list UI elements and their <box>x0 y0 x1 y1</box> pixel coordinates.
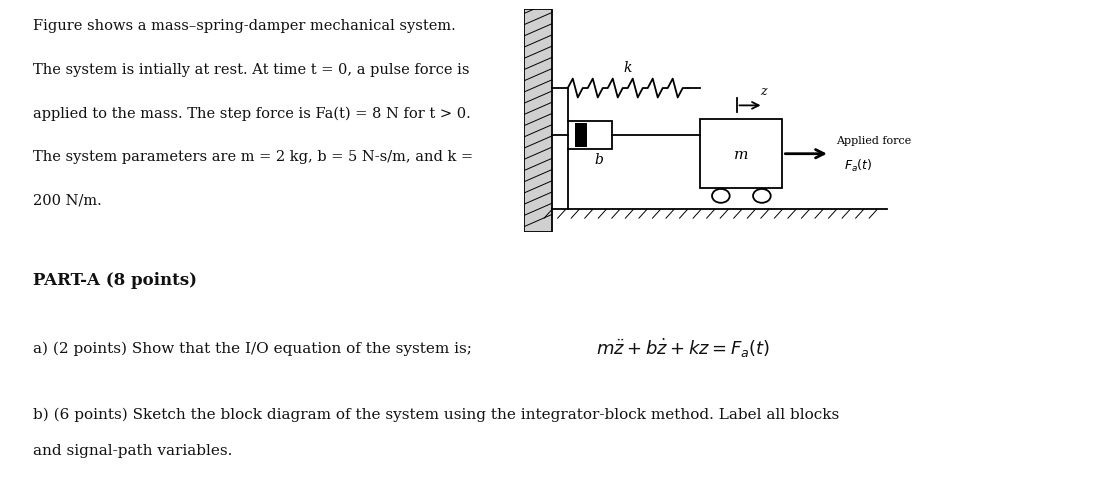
Text: The system is intially at rest. At time t = 0, a pulse force is: The system is intially at rest. At time … <box>33 63 470 77</box>
Text: 200 N/m.: 200 N/m. <box>33 194 102 208</box>
Text: $m\ddot{z} + b\dot{z} + kz = F_a(t)$: $m\ddot{z} + b\dot{z} + kz = F_a(t)$ <box>596 336 770 360</box>
Text: PART-A (8 points): PART-A (8 points) <box>33 271 197 288</box>
Text: Applied force: Applied force <box>836 136 911 146</box>
Text: applied to the mass. The step force is Fa(t) = 8 N for t > 0.: applied to the mass. The step force is F… <box>33 106 471 121</box>
Polygon shape <box>524 10 553 232</box>
Text: and signal-path variables.: and signal-path variables. <box>33 443 233 457</box>
Text: m: m <box>734 148 749 161</box>
Text: k: k <box>624 61 632 75</box>
Text: $F_a(t)$: $F_a(t)$ <box>844 157 872 174</box>
Text: The system parameters are m = 2 kg, b = 5 N-s/m, and k =: The system parameters are m = 2 kg, b = … <box>33 150 473 164</box>
Text: z: z <box>760 85 766 97</box>
Text: b) (6 points) Sketch the block diagram of the system using the integrator-block : b) (6 points) Sketch the block diagram o… <box>33 407 840 421</box>
Bar <box>568 122 612 150</box>
Text: Figure shows a mass–spring-damper mechanical system.: Figure shows a mass–spring-damper mechan… <box>33 19 456 33</box>
Bar <box>575 124 587 148</box>
Text: b: b <box>595 153 604 167</box>
Bar <box>701 120 782 189</box>
Text: a) (2 points) Show that the I/O equation of the system is;: a) (2 points) Show that the I/O equation… <box>33 341 472 356</box>
